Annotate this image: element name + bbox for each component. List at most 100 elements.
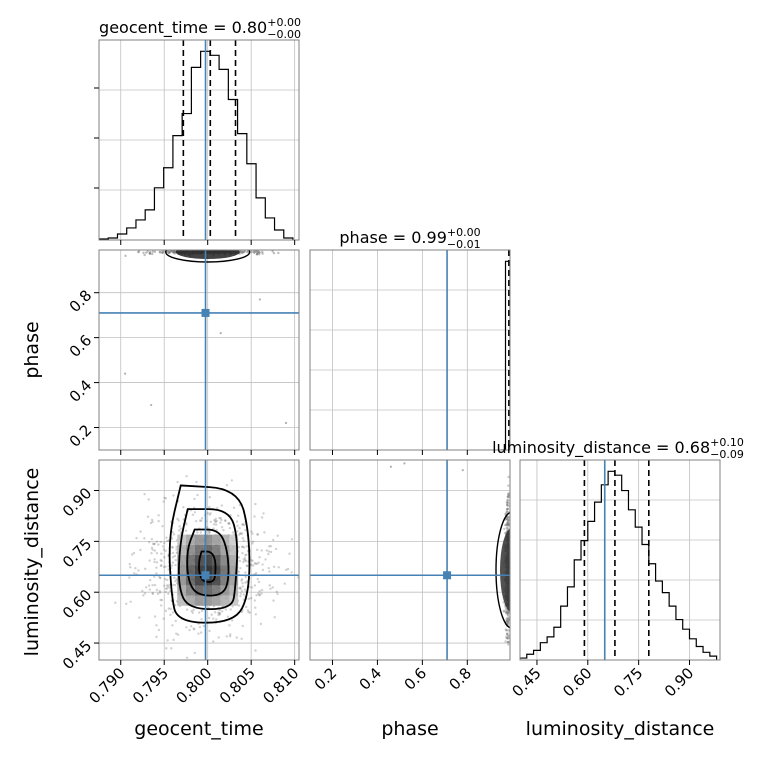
panel-lumdist-vs-geocent-density-cell [212, 554, 221, 566]
panel-lumdist-vs-geocent-density-cell [194, 575, 204, 586]
panel-lumdist-vs-geocent-scatter-point [225, 635, 228, 638]
panel-lumdist-vs-geocent-scatter-point [164, 565, 167, 568]
panel-lumdist-vs-geocent-scatter-point [271, 538, 275, 542]
panel-lumdist-vs-phase-scatter-point [506, 515, 509, 519]
panel-lumdist-vs-phase-xticklabel-1: 0.4 [356, 664, 386, 694]
panel-lumdist-vs-phase-scatter-point [505, 527, 509, 530]
panel-lumdist-vs-geocent-frame [98, 459, 300, 661]
panel-lumdist-vs-geocent-scatter-point [164, 497, 168, 500]
panel-lumdist-vs-geocent-density-cell [220, 554, 230, 566]
panel-lumdist-vs-phase-scatter-point [505, 637, 508, 640]
panel-lumdist-vs-geocent-scatter-point [304, 573, 306, 575]
panel-lumdist-vs-geocent-scatter-point [132, 551, 136, 555]
panel-lumdist-vs-phase-scatter-point [504, 610, 508, 614]
panel-lumdist-vs-geocent-scatter-point [151, 583, 154, 587]
panel-lumdist-vs-geocent-scatter-point [261, 563, 264, 566]
panel-lumdist-vs-geocent-scatter-point [162, 500, 165, 503]
panel-lumdist-vs-phase-scatter-point [507, 636, 510, 640]
panel-lumdist-vs-geocent-scatter-point [192, 608, 195, 612]
panel-lumdist-vs-geocent-density-cell [177, 595, 186, 606]
panel-lumdist-vs-phase-scatter-point [507, 618, 510, 622]
panel-phase-vs-geocent-density-core [175, 250, 240, 259]
panel-lumdist-vs-geocent-scatter-point [216, 506, 219, 510]
panel-phase-vs-geocent-outlier-point-2 [284, 421, 288, 425]
panel-lumdist-vs-geocent-scatter-point [173, 576, 176, 579]
panel-lumdist-vs-geocent-scatter-point [242, 593, 246, 596]
panel-lumdist-vs-geocent-scatter-point [134, 566, 137, 570]
panel-lumdist-vs-geocent-scatter-point [178, 525, 181, 528]
panel-lumdist-vs-geocent-scatter-point [231, 619, 234, 622]
panel-lumdist-vs-geocent-scatter-point [223, 519, 227, 522]
panel-lumdist-vs-geocent-scatter-point [141, 589, 144, 593]
panel-lumdist-vs-phase-scatter-point [503, 527, 506, 531]
panel-lumdist-vs-phase-scatter-point [506, 620, 510, 624]
panel-lumdist-vs-geocent-scatter-point [159, 564, 163, 568]
panel-lumdist-vs-geocent-scatter-point [269, 587, 272, 591]
panel-lumdist-vs-geocent-scatter-point [272, 565, 276, 568]
panel-lumdist-vs-geocent-scatter-point [200, 519, 203, 523]
panel-lumdist-vs-geocent-truth-marker [201, 571, 210, 580]
panel-lumdist-vs-geocent-scatter-point [182, 506, 185, 509]
panel-lumdist-vs-geocent-scatter-point [209, 512, 212, 515]
panel-lumdist-vs-geocent-scatter-point [243, 556, 246, 560]
panel-lumdist-vs-geocent-density-cell [203, 544, 213, 555]
panel-lumdist-vs-phase-xticklabel-3: 0.8 [446, 664, 476, 694]
panel-lumdist-vs-geocent-scatter-point [153, 560, 156, 564]
panel-lumdist-vs-geocent-scatter-point [160, 552, 163, 555]
panel-lumdist-vs-geocent-scatter-point [228, 635, 232, 638]
panel-lumdist-vs-phase-scatter-point [505, 618, 508, 621]
panel-lumdist-vs-geocent-density-cell [229, 585, 239, 596]
panel-lumdist-vs-geocent-scatter-point [267, 550, 271, 553]
panel-lumdist-vs-phase-scatter-point [506, 619, 509, 623]
panel-phase-vs-geocent-outlier-point-1 [219, 332, 222, 335]
panel-lumdist-vs-phase-scatter-point [507, 495, 510, 498]
panel-lumdist-vs-phase-scatter-point [506, 611, 510, 614]
panel-lumdist-vs-phase-scatter-point [507, 493, 510, 497]
panel-lumdist-vs-geocent-scatter-point [199, 531, 203, 534]
panel-lumdist-vs-phase-scatter-point [507, 615, 510, 619]
panel-lumdist-vs-geocent-scatter-point [151, 548, 154, 551]
panel-lumdist-vs-geocent-scatter-point [259, 622, 263, 626]
panel-lumdist-vs-geocent-scatter-point [241, 545, 244, 549]
panel-lumdist-vs-geocent-scatter-point [253, 562, 256, 565]
panel-lumdist-vs-geocent-scatter-point [169, 613, 172, 617]
panel-lumdist-vs-geocent-scatter-point [129, 566, 132, 569]
panel-lumdist-vs-geocent-scatter-point [153, 549, 157, 552]
panel-lumdist-vs-phase-outlier-point-0 [389, 465, 392, 468]
panel-lumdist-vs-geocent-scatter-point [256, 532, 259, 536]
panel-lumdist-vs-geocent-scatter-point [276, 534, 279, 537]
panel-lumdist-vs-geocent-scatter-point [157, 628, 161, 632]
panel-lumdist-vs-phase-scatter-point [505, 609, 508, 612]
panel-lumdist-vs-geocent-density-cell [203, 575, 213, 586]
panel-lumdist-vs-geocent-scatter-point [168, 586, 171, 589]
panel-lumdist-vs-geocent-scatter-point [227, 521, 231, 525]
panel-lumdist-vs-geocent-scatter-point [263, 531, 266, 534]
yaxis-label-phase: phase [21, 321, 43, 378]
panel-lumdist-vs-geocent-scatter-point [254, 613, 258, 616]
panel-phase-vs-geocent-scatter-point [150, 252, 154, 256]
panel-lumdist-vs-geocent-scatter-point [165, 536, 168, 539]
panel-lumdist-vs-geocent-scatter-point [208, 495, 212, 499]
panel-lumdist-vs-geocent-scatter-point [139, 548, 142, 552]
panel-lumdist-vs-geocent-scatter-point [129, 600, 132, 603]
panel-lumdist-vs-phase-scatter-point [506, 621, 509, 624]
panel-lumdist-vs-geocent-scatter-point [254, 562, 257, 565]
panel-lumdist-vs-phase-scatter-point [506, 613, 509, 617]
panel-lumdist-vs-geocent-scatter-point [125, 602, 128, 605]
panel-lumdist-vs-geocent-scatter-point [258, 594, 262, 597]
panel-lumdist-vs-geocent-scatter-point [167, 592, 170, 595]
panel-lumdist-vs-phase-scatter-point [504, 640, 507, 643]
panel-lumdist-vs-phase-xticklabel-0: 0.2 [311, 664, 341, 694]
panel-lumdist-vs-geocent-scatter-point [231, 531, 235, 534]
panel-lumdist-vs-geocent-scatter-point [176, 633, 180, 636]
panel-lumdist-vs-geocent-scatter-point [171, 611, 175, 614]
panel-lumdist-vs-geocent-scatter-point [290, 538, 294, 541]
panel-lumdist-vs-geocent-scatter-point [148, 559, 151, 562]
panel-lumdist-vs-phase-scatter-point [506, 618, 509, 621]
panel-lumdist-vs-geocent-scatter-point [165, 647, 168, 650]
panel-lumdist-vs-geocent-scatter-point [171, 545, 174, 549]
panel-lumdist-vs-geocent-scatter-point [218, 608, 221, 612]
panel-lumdist-vs-phase-scatter-point [506, 507, 509, 511]
panel-lumdist-vs-geocent-scatter-point [224, 608, 228, 611]
